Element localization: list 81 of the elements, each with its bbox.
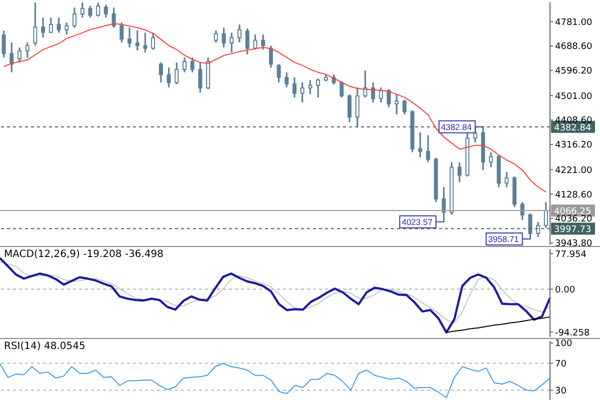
y-tick-label: 4781.00 (555, 18, 592, 28)
candlestick (222, 26, 226, 48)
candlestick (386, 88, 391, 108)
candlestick (190, 56, 194, 74)
y-tick-label: 0.00 (555, 285, 576, 296)
y-tick-label: 77.954 (555, 250, 587, 260)
annotation: 4382.84 (441, 122, 472, 132)
y-tick-label: 100 (555, 339, 572, 350)
candlestick (402, 99, 406, 116)
candlestick (41, 16, 46, 38)
candlestick (88, 4, 92, 18)
y-tick-label: 4596.20 (555, 66, 592, 77)
candlestick (528, 212, 532, 240)
candlestick (182, 56, 186, 74)
line-series (0, 362, 550, 398)
y-tick-label: -94.258 (555, 328, 590, 338)
candlestick (426, 134, 430, 164)
candlestick (418, 132, 422, 158)
annotation: 3958.71 (488, 234, 520, 244)
candlestick (120, 22, 124, 44)
candlestick (112, 6, 116, 28)
candlestick (536, 221, 540, 238)
candlestick (488, 151, 493, 168)
candlestick (214, 30, 218, 44)
candlestick (284, 72, 289, 88)
candlestick (166, 66, 171, 88)
candlestick (135, 30, 140, 52)
y-tick-label: 4128.60 (555, 190, 592, 200)
y-tick-label: 4501.00 (555, 92, 592, 102)
candlestick (316, 78, 320, 98)
candlestick (394, 93, 399, 116)
candlestick (10, 42, 14, 74)
candlestick (238, 24, 242, 44)
chart-title: MACD(12,26,9) -19.208 -36.498 (4, 249, 164, 260)
candlestick (2, 30, 6, 58)
candlestick (158, 62, 163, 84)
candlestick (348, 94, 352, 124)
y-tick-label: 30 (555, 386, 567, 396)
candlestick (363, 70, 368, 98)
candlestick (174, 62, 179, 85)
ref-line-label: 3997.73 (554, 225, 592, 236)
candlestick (308, 79, 312, 96)
candlestick (104, 4, 108, 18)
candlestick (128, 26, 132, 48)
y-tick-label: 4036.20 (555, 214, 592, 225)
candlestick (198, 62, 202, 94)
candlestick (276, 63, 281, 84)
candlestick (253, 34, 258, 50)
chart-title: RSI(14) 48.0545 (4, 341, 86, 352)
line-series (446, 316, 550, 333)
candlestick (143, 32, 148, 54)
candlestick (340, 80, 344, 98)
candlestick (300, 82, 304, 104)
y-tick-label: 4688.60 (555, 42, 592, 52)
y-tick-label: 4221.00 (555, 166, 592, 176)
line-series (0, 257, 552, 334)
candlestick (520, 201, 524, 221)
candlestick (355, 86, 360, 128)
candlestick (504, 171, 509, 188)
candlestick (56, 16, 61, 34)
candlestick (48, 16, 53, 34)
line-series (0, 261, 550, 324)
candlestick (245, 28, 250, 56)
y-tick-label: 70 (555, 359, 567, 370)
candlestick (458, 161, 462, 183)
candlestick (268, 44, 273, 68)
candlestick (72, 6, 76, 28)
candlestick (151, 32, 156, 50)
y-tick-label: 3943.80 (555, 239, 592, 250)
candlestick (25, 42, 30, 58)
candlestick (544, 201, 548, 229)
candlestick (64, 22, 69, 36)
candlestick (378, 86, 383, 104)
candlestick (261, 34, 266, 50)
candlestick (18, 46, 22, 64)
y-tick-label: 4316.20 (555, 140, 592, 151)
candlestick (292, 76, 296, 98)
candlestick (442, 186, 446, 223)
annotation: 4023.57 (402, 216, 433, 227)
candlestick (230, 32, 234, 54)
candlestick (371, 82, 376, 104)
